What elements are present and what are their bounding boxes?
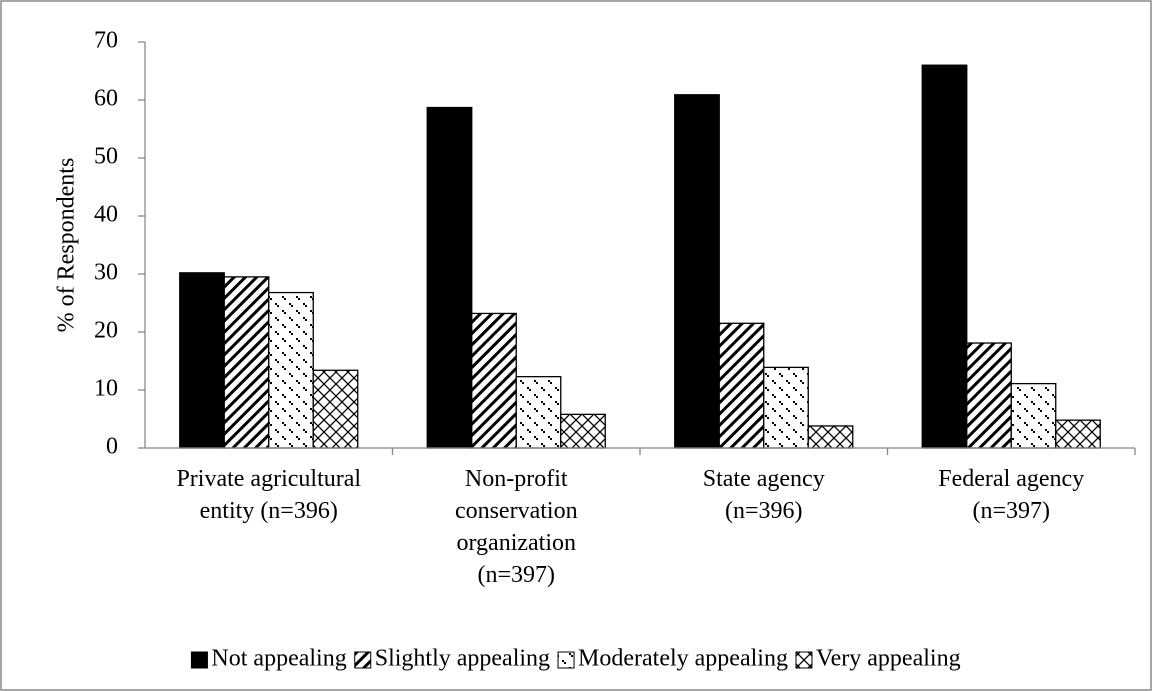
legend-label: Moderately appealing [578,646,788,672]
bar [1055,419,1101,449]
bar [763,366,809,449]
bar [921,64,968,449]
y-tick-label: 20 [94,318,118,344]
bar [268,291,314,449]
bar [1010,382,1057,449]
bar [674,94,720,449]
bar [718,322,765,449]
legend-swatch [795,651,813,669]
legend-label: Very appealing [816,646,961,672]
legend-swatch [354,651,372,669]
y-tick-label: 40 [94,202,118,228]
y-tick-label: 30 [94,260,118,286]
x-tick-label: State agency (n=396) [702,466,825,524]
bar [807,425,854,449]
bar [966,342,1012,449]
y-tick-label: 10 [94,376,118,402]
bar [471,312,517,449]
bar [515,376,562,449]
bar [426,106,473,449]
bar [560,413,606,449]
y-tick-label: 70 [94,28,118,54]
y-tick-label: 50 [94,144,118,170]
x-tick-label: Private agricultural entity (n=396) [176,466,362,524]
legend-label: Slightly appealing [375,646,550,672]
bar [312,369,359,449]
y-axis-label: % of Respondents [54,158,80,333]
bar [223,276,270,449]
legend-label: Not appealing [211,646,346,672]
x-tick-label: Non-profit conservation organization (n=… [454,466,578,588]
legend-swatch [557,651,575,669]
bar [179,272,225,449]
y-tick-label: 60 [94,86,118,112]
y-tick-label: 0 [106,434,118,460]
x-tick-label: Federal agency (n=397) [938,466,1085,524]
legend-swatch [190,651,208,669]
